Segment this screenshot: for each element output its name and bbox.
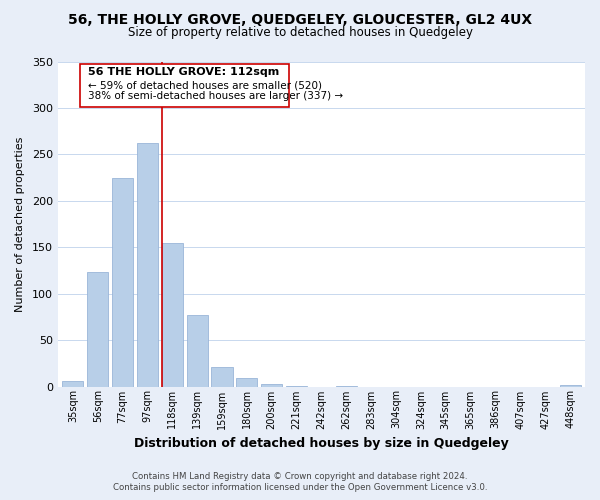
Text: ← 59% of detached houses are smaller (520): ← 59% of detached houses are smaller (52… [88,80,322,90]
Y-axis label: Number of detached properties: Number of detached properties [15,136,25,312]
Bar [211,367,233,386]
X-axis label: Distribution of detached houses by size in Quedgeley: Distribution of detached houses by size … [134,437,509,450]
Bar [261,384,283,386]
Text: Size of property relative to detached houses in Quedgeley: Size of property relative to detached ho… [128,26,473,39]
Bar [112,178,133,386]
Text: 38% of semi-detached houses are larger (337) →: 38% of semi-detached houses are larger (… [88,91,343,101]
Bar [62,381,83,386]
Bar [560,384,581,386]
Text: 56, THE HOLLY GROVE, QUEDGELEY, GLOUCESTER, GL2 4UX: 56, THE HOLLY GROVE, QUEDGELEY, GLOUCEST… [68,12,532,26]
FancyBboxPatch shape [80,64,289,107]
Bar [187,315,208,386]
Text: 56 THE HOLLY GROVE: 112sqm: 56 THE HOLLY GROVE: 112sqm [88,67,279,77]
Text: Contains public sector information licensed under the Open Government Licence v3: Contains public sector information licen… [113,483,487,492]
Bar [87,272,108,386]
Bar [162,242,183,386]
Bar [137,143,158,386]
Text: Contains HM Land Registry data © Crown copyright and database right 2024.: Contains HM Land Registry data © Crown c… [132,472,468,481]
Bar [236,378,257,386]
